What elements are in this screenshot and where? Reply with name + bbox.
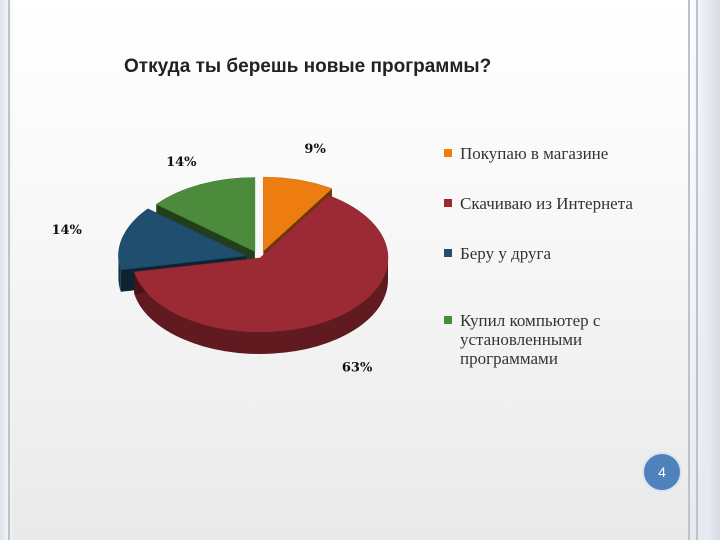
chart-title: Откуда ты берешь новые программы? <box>124 56 492 77</box>
frame-line-left <box>8 0 10 540</box>
pie-side-internet <box>134 258 388 355</box>
slide-frame-right <box>690 0 720 540</box>
legend-label-preinstalled: Купил компьютер с установленными програм… <box>460 311 601 368</box>
pie-label-friend: 14% <box>51 223 82 238</box>
pie-side-friend <box>118 255 121 292</box>
legend-swatch-shop <box>444 149 452 157</box>
legend-swatch-preinstalled <box>444 316 452 324</box>
frame-line-right <box>688 0 690 540</box>
pie-slice-internet <box>133 195 389 333</box>
pie-label-shop: 9% <box>304 142 326 157</box>
legend-item-shop: Покупаю в магазине <box>444 144 664 163</box>
legend-swatch-internet <box>444 199 452 207</box>
pie-slice-friend <box>118 208 248 271</box>
legend-label-shop: Покупаю в магазине <box>460 144 609 163</box>
chart-legend: Покупаю в магазине Скачиваю из Интернета… <box>444 144 664 368</box>
legend-label-friend: Беру у друга <box>460 244 552 263</box>
legend-item-internet: Скачиваю из Интернета <box>444 194 664 213</box>
pie-slice-preinstalled <box>155 177 256 252</box>
pie-label-internet: 63% <box>342 361 373 376</box>
legend-label-internet: Скачиваю из Интернета <box>460 194 633 213</box>
pie-slice-shop <box>263 176 333 252</box>
legend-item-preinstalled: Купил компьютер с установленными програм… <box>444 311 664 368</box>
pie-label-preinstalled: 14% <box>166 155 197 170</box>
slide-frame-left <box>0 0 14 540</box>
legend-swatch-friend <box>444 249 452 257</box>
frame-line-right-outer <box>696 0 698 540</box>
legend-item-friend: Беру у друга <box>444 244 664 263</box>
page-number-badge: 4 <box>642 452 682 492</box>
